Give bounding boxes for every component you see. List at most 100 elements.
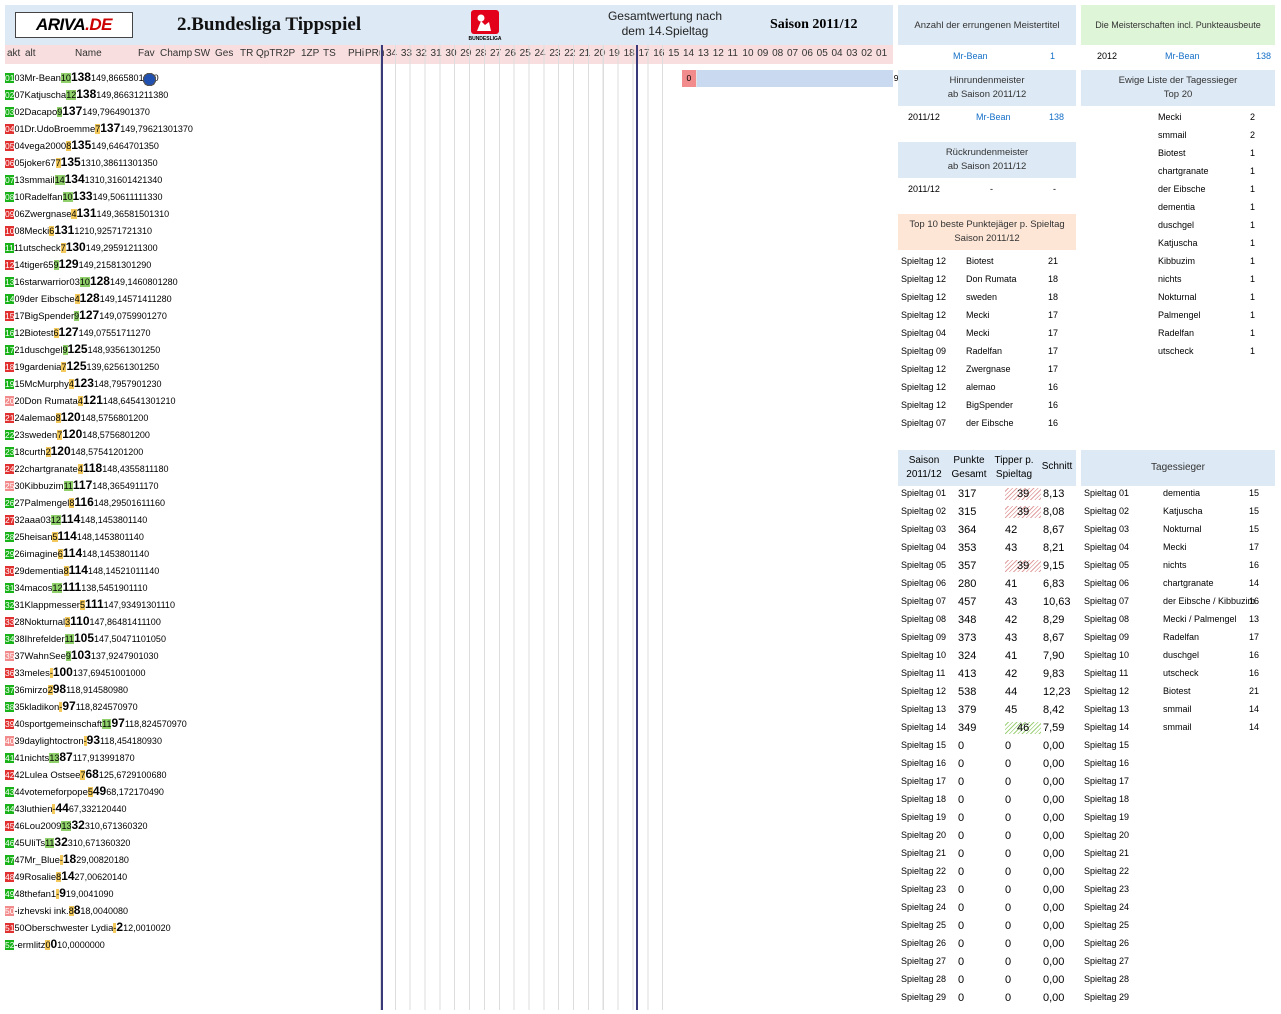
table-row[interactable]: 2530Kibbuzim11117148,3654911170111075761…	[5, 70, 893, 495]
column-header-05[interactable]: 05	[816, 48, 828, 59]
table-row[interactable]: 2825heisan5114148,1453801140569691569101…	[5, 70, 893, 546]
player-name[interactable]: izhevski ink.	[17, 906, 69, 917]
table-row[interactable]: 2020Don Rumata4121148,645413012104818117…	[5, 70, 893, 410]
table-row[interactable]: 4747Mr_Blue-1829,00820180711	[5, 70, 893, 869]
table-row[interactable]: 0810Radelfan10133149,5061111133010915106…	[5, 70, 893, 206]
player-name[interactable]: Don Rumata	[24, 396, 78, 407]
column-header-08[interactable]: 08	[772, 48, 784, 59]
column-header-09[interactable]: 09	[757, 48, 769, 59]
player-name[interactable]: McMurphy	[24, 379, 69, 390]
table-row[interactable]: 1008Mecki61311210,9257172131061217914111…	[5, 70, 893, 240]
player-name[interactable]: duschgel	[24, 345, 63, 356]
column-header-10[interactable]: 10	[742, 48, 754, 59]
column-header-prü[interactable]: PRü	[365, 48, 385, 59]
column-header-phi[interactable]: PHi	[348, 48, 365, 59]
player-name[interactable]: luthien	[24, 804, 53, 815]
column-header-07[interactable]: 07	[786, 48, 799, 59]
column-header-12[interactable]: 12	[712, 48, 724, 59]
player-name[interactable]: WahnSee	[24, 651, 66, 662]
player-name[interactable]: aaa03	[24, 515, 51, 526]
table-row[interactable]: 0906Zwergnase4131149,3658150131048179713…	[5, 70, 893, 223]
player-name[interactable]: vega2000	[24, 141, 67, 152]
player-name[interactable]: Dacapo	[24, 107, 58, 118]
player-name[interactable]: daylightoctron	[24, 736, 84, 747]
table-row[interactable]: 1721duschgel9125148,93561301250911151316…	[5, 70, 893, 359]
player-name[interactable]: sportgemeinschaft	[24, 719, 103, 730]
table-row[interactable]: 5150Oberschwester Lydia-212,00100202	[5, 70, 893, 937]
player-name[interactable]: kladikon	[24, 702, 60, 713]
table-row[interactable]: 4039daylightoctron-93118,454180930311124…	[5, 70, 893, 750]
column-header-ts[interactable]: TS	[323, 48, 336, 59]
player-name[interactable]: nichts	[24, 753, 50, 764]
player-name[interactable]: Katjuscha	[24, 90, 67, 101]
column-header-fav[interactable]: Fav	[138, 48, 155, 59]
player-name[interactable]: Nokturnal	[24, 617, 66, 628]
column-header-03[interactable]: 03	[846, 48, 858, 59]
table-row[interactable]: 50-izhevski ink.8818,00400808	[5, 70, 893, 920]
player-name[interactable]: Mr-Bean	[24, 73, 61, 84]
player-name[interactable]: votemeforpope	[24, 787, 88, 798]
table-row[interactable]: 2318curth2120148,57541201200210141295912…	[5, 70, 893, 461]
column-header-2p[interactable]: 2P	[283, 48, 296, 59]
player-name[interactable]: starwarrior03	[24, 277, 80, 288]
column-header-04[interactable]: 04	[831, 48, 843, 59]
table-row[interactable]: 4141nichts1387117,9139918701349123451061…	[5, 70, 893, 767]
table-row[interactable]: 3231Klappmesser5111147,93491301110561012…	[5, 70, 893, 614]
table-row[interactable]: 2223sweden7120148,5756801200786941113451…	[5, 70, 893, 444]
column-header-11[interactable]: 11	[727, 48, 738, 59]
column-header-akt[interactable]: akt	[7, 48, 21, 59]
table-row[interactable]: 1819gardenia7125139,62561301250710121112…	[5, 70, 893, 376]
player-name[interactable]: chartgranate	[24, 464, 78, 475]
table-row[interactable]: 1316starwarrior0310128149,14608012801010…	[5, 70, 893, 291]
player-name[interactable]: macos	[24, 583, 53, 594]
player-name[interactable]: BigSpender	[24, 311, 75, 322]
player-name[interactable]: Zwergnase	[24, 209, 72, 220]
table-row[interactable]: 0605joker6771351310,38611301350711911118…	[5, 70, 893, 172]
player-name[interactable]: imagine	[24, 549, 58, 560]
table-row[interactable]: 3835kladikon-97118,824570970684981011141…	[5, 70, 893, 716]
player-name[interactable]: Mr_Blue	[24, 855, 60, 866]
column-header-02[interactable]: 02	[861, 48, 873, 59]
table-row[interactable]: 0207Katjuscha12138149,866312113801211141…	[5, 70, 893, 104]
table-row[interactable]: 1111utscheck7130149,29591211300711121671…	[5, 70, 893, 257]
player-name[interactable]: curth	[24, 447, 46, 458]
player-name[interactable]: heisan	[24, 532, 53, 543]
table-row[interactable]: 2422chartgranate4118148,4355811180481187…	[5, 70, 893, 478]
table-row[interactable]: 2124alemao8120148,5756801200810167911810…	[5, 70, 893, 427]
table-row[interactable]: 3029dementia8114148,14521011140861112728…	[5, 70, 893, 580]
table-row[interactable]: 3134macos12111138,5451901110129621081461…	[5, 70, 893, 597]
column-header-alt[interactable]: alt	[25, 48, 36, 59]
table-row[interactable]: 52-ermlitz 0010,0000000 0	[5, 70, 893, 954]
table-row[interactable]: 2732aaa0312114148,1453801140121012611122…	[5, 70, 893, 529]
player-name[interactable]: Palmengel	[24, 498, 70, 509]
player-name[interactable]: Rosalie	[24, 872, 57, 883]
player-name[interactable]: Oberschwester Lydia	[24, 923, 114, 934]
player-name[interactable]: Biotest	[24, 328, 54, 339]
player-name[interactable]: Radelfan	[24, 192, 63, 203]
table-row[interactable]: 1214tiger659129149,215813012909614126116…	[5, 70, 893, 274]
column-header-1zp[interactable]: 1ZP	[301, 48, 320, 59]
column-header-qptr[interactable]: QpTR	[256, 48, 283, 59]
table-row[interactable]: 0302Dacapo9137149,7964901370913131391381…	[5, 70, 904, 121]
player-name[interactable]: tiger65	[24, 260, 54, 271]
player-name[interactable]: Ihrefelder	[24, 634, 65, 645]
player-name[interactable]: mirzo	[24, 685, 48, 696]
player-name[interactable]: UliTs	[24, 838, 46, 849]
table-row[interactable]: 3328Nokturnal3110147,8648141110037109876…	[5, 70, 893, 631]
column-header-13[interactable]: 13	[697, 48, 709, 59]
column-header-01[interactable]: 01	[876, 48, 888, 59]
column-header-name[interactable]: Name	[75, 48, 102, 59]
column-header-sw[interactable]: SW	[194, 48, 211, 59]
table-row[interactable]: 2926imagine6114148,145380114064128412911…	[5, 70, 893, 563]
ariva-logo[interactable]: ARIVA.DE	[15, 12, 133, 38]
table-row[interactable]: 3940sportgemeinschaft1197118,82457097011…	[5, 70, 893, 733]
player-name[interactable]: dementia	[24, 566, 64, 577]
table-row[interactable]: 0713smmail141341310,31601421340141412108…	[5, 70, 893, 189]
column-header-14[interactable]: 14	[683, 48, 695, 59]
player-name[interactable]: ermlitz	[17, 940, 46, 951]
player-name[interactable]: thefan1	[24, 889, 57, 900]
table-row[interactable]: 3438Ihrefelder11105147,50471101050116611…	[5, 70, 893, 648]
